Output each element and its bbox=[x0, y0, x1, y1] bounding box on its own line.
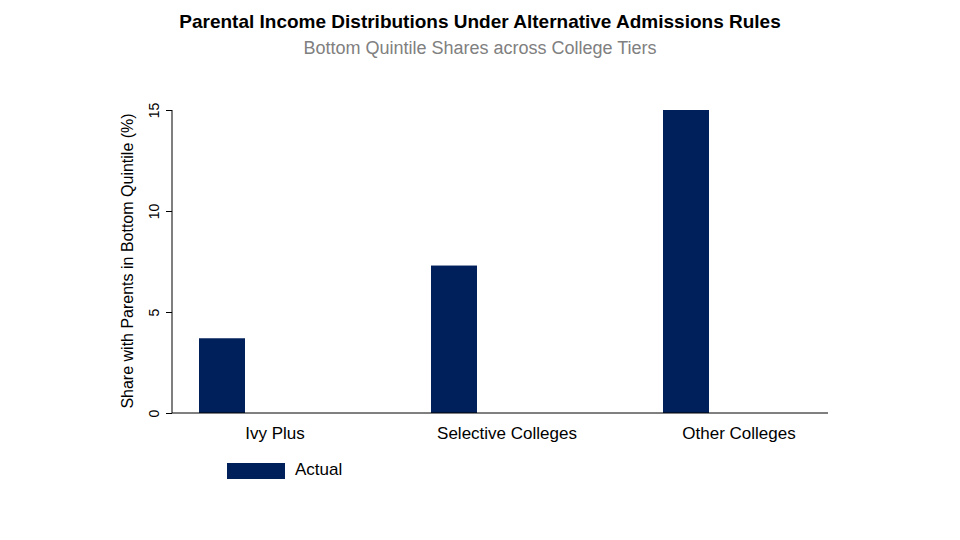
bar bbox=[199, 338, 245, 413]
y-axis-title: Share with Parents in Bottom Quintile (%… bbox=[119, 113, 136, 408]
legend-label: Actual bbox=[295, 460, 342, 479]
subtitle: Bottom Quintile Shares across College Ti… bbox=[303, 38, 656, 58]
x-tick: Selective Colleges bbox=[437, 424, 577, 443]
y-tick-mark bbox=[166, 211, 172, 212]
bars bbox=[199, 110, 709, 413]
y-tick: 0 bbox=[146, 409, 172, 417]
legend-swatch bbox=[227, 463, 285, 479]
legend-item: Actual bbox=[227, 460, 342, 479]
x-tick-label: Other Colleges bbox=[682, 424, 795, 443]
bar bbox=[663, 110, 709, 413]
legend: Actual bbox=[227, 460, 342, 479]
y-axis-line bbox=[172, 110, 173, 413]
x-tick: Other Colleges bbox=[682, 424, 795, 443]
y-tick-label: 0 bbox=[146, 409, 162, 417]
x-tick-label: Selective Colleges bbox=[437, 424, 577, 443]
y-tick: 15 bbox=[146, 103, 172, 119]
x-tick-label: Ivy Plus bbox=[245, 424, 305, 443]
y-tick-label: 15 bbox=[146, 103, 162, 119]
y-tick-mark bbox=[166, 413, 172, 414]
y-tick: 10 bbox=[146, 204, 172, 220]
chart: Parental Income Distributions Under Alte… bbox=[0, 0, 960, 540]
y-tick-label: 5 bbox=[146, 308, 162, 316]
y-tick-label: 10 bbox=[146, 204, 162, 220]
y-tick-mark bbox=[166, 110, 172, 111]
y-tick: 5 bbox=[146, 308, 172, 316]
y-tick-mark bbox=[166, 312, 172, 313]
x-axis-line bbox=[172, 413, 828, 414]
x-axis: Ivy Plus Selective Colleges Other Colleges bbox=[172, 413, 828, 443]
y-axis: 0 5 10 15 bbox=[146, 103, 172, 418]
x-tick: Ivy Plus bbox=[245, 424, 305, 443]
bar bbox=[431, 266, 477, 413]
title: Parental Income Distributions Under Alte… bbox=[179, 11, 780, 32]
